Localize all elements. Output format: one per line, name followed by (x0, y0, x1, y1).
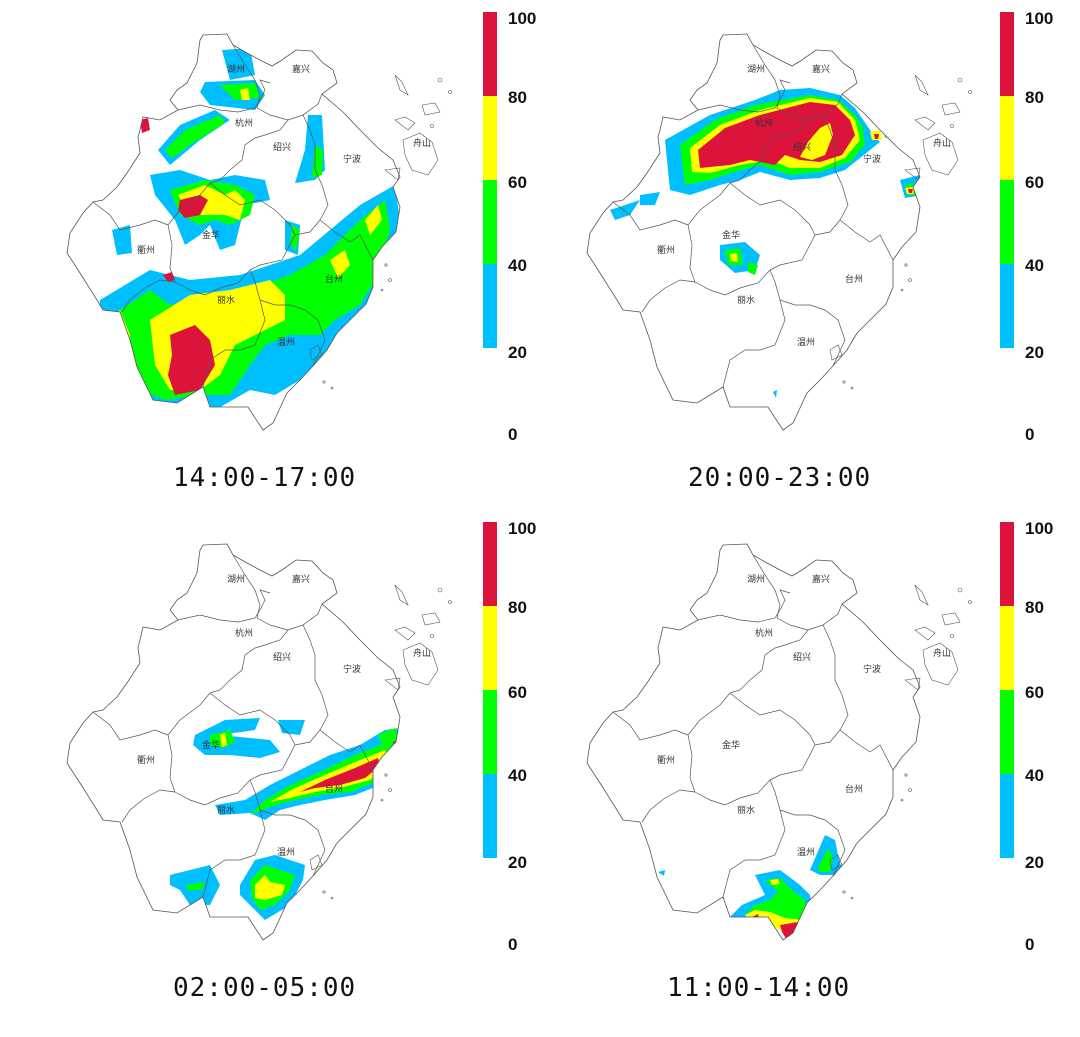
tick-40: 40 (508, 766, 527, 785)
map-zhejiang (66, 543, 452, 941)
tick-40: 40 (1025, 256, 1044, 275)
panel-14-17: 100 80 60 40 20 0 14:00-17:00 (60, 10, 580, 527)
tick-60: 60 (508, 173, 527, 192)
map-zhejiang (586, 33, 972, 431)
tick-60: 60 (1025, 173, 1044, 192)
panel-title: 02:00-05:00 (173, 973, 357, 1003)
precip-field (100, 48, 400, 410)
tick-20: 20 (1025, 853, 1044, 872)
tick-80: 80 (1025, 88, 1044, 107)
tick-80: 80 (1025, 598, 1044, 617)
tick-0: 0 (1025, 935, 1035, 954)
tick-0: 0 (508, 935, 518, 954)
tick-100: 100 (508, 9, 537, 28)
precip-field (658, 835, 842, 940)
panel-title: 20:00-23:00 (688, 463, 872, 493)
tick-80: 80 (508, 88, 527, 107)
panel-11-14: 100 80 60 40 20 0 11:00-14:00 (580, 520, 1080, 1037)
tick-20: 20 (508, 343, 527, 362)
map-zhejiang (66, 33, 452, 431)
map-zhejiang (586, 543, 972, 941)
tick-0: 0 (508, 425, 518, 444)
tick-60: 60 (1025, 683, 1044, 702)
tick-60: 60 (508, 683, 527, 702)
tick-100: 100 (508, 519, 537, 538)
tick-100: 100 (1025, 9, 1054, 28)
tick-0: 0 (1025, 425, 1035, 444)
panel-title: 11:00-14:00 (667, 973, 851, 1003)
panel-02-05: 100 80 60 40 20 0 02:00-05:00 (60, 520, 580, 1037)
tick-40: 40 (508, 256, 527, 275)
tick-100: 100 (1025, 519, 1054, 538)
tick-40: 40 (1025, 766, 1044, 785)
panel-title: 14:00-17:00 (173, 463, 357, 493)
tick-20: 20 (508, 853, 527, 872)
tick-80: 80 (508, 598, 527, 617)
panel-20-23: 100 80 60 40 20 0 20:00-23:00 (580, 10, 1080, 527)
precip-field (595, 88, 920, 398)
tick-20: 20 (1025, 343, 1044, 362)
